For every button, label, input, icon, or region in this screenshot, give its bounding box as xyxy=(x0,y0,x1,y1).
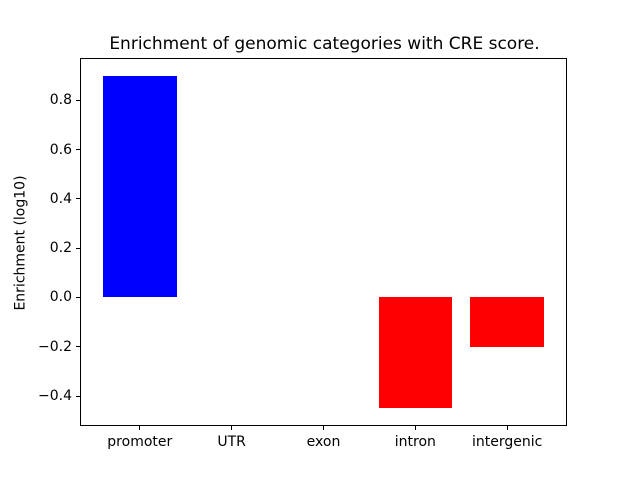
y-tick-mark xyxy=(76,247,80,249)
x-tick-label-intergenic: intergenic xyxy=(472,434,543,450)
x-tick-mark xyxy=(323,426,324,430)
y-tick-label: −0.2 xyxy=(38,338,72,355)
x-tick-label-promoter: promoter xyxy=(107,434,173,450)
x-tick-label-exon: exon xyxy=(306,434,341,450)
y-tick-label: 0.6 xyxy=(49,141,72,158)
y-tick-mark xyxy=(76,296,80,298)
x-tick-mark xyxy=(506,426,508,430)
y-tick-label: 0.4 xyxy=(49,190,72,207)
y-tick-label: 0.0 xyxy=(49,289,72,306)
x-tick-mark xyxy=(231,426,233,430)
bar-promoter xyxy=(103,75,177,298)
x-tick-mark xyxy=(414,426,416,430)
x-tick-mark xyxy=(139,426,141,430)
x-tick-label-UTR: UTR xyxy=(217,434,246,450)
y-tick-mark xyxy=(76,149,80,151)
y-tick-label: 0.8 xyxy=(49,92,72,109)
y-tick-mark xyxy=(76,198,80,200)
y-tick-label: 0.2 xyxy=(49,240,72,257)
y-tick-mark xyxy=(76,395,80,397)
x-tick-label-intron: intron xyxy=(394,434,436,450)
y-tick-mark xyxy=(76,346,80,348)
y-tick-mark xyxy=(76,99,80,101)
bar-intron xyxy=(378,297,453,409)
y-tick-label: −0.4 xyxy=(38,388,72,405)
plot-area: −0.4 −0.2 0.0 0.2 0.4 0.6 0.8 promoter UTR exon in… xyxy=(38,58,567,450)
bar-intergenic xyxy=(470,297,544,347)
chart-title: Enrichment of genomic categories with CR… xyxy=(109,34,540,54)
